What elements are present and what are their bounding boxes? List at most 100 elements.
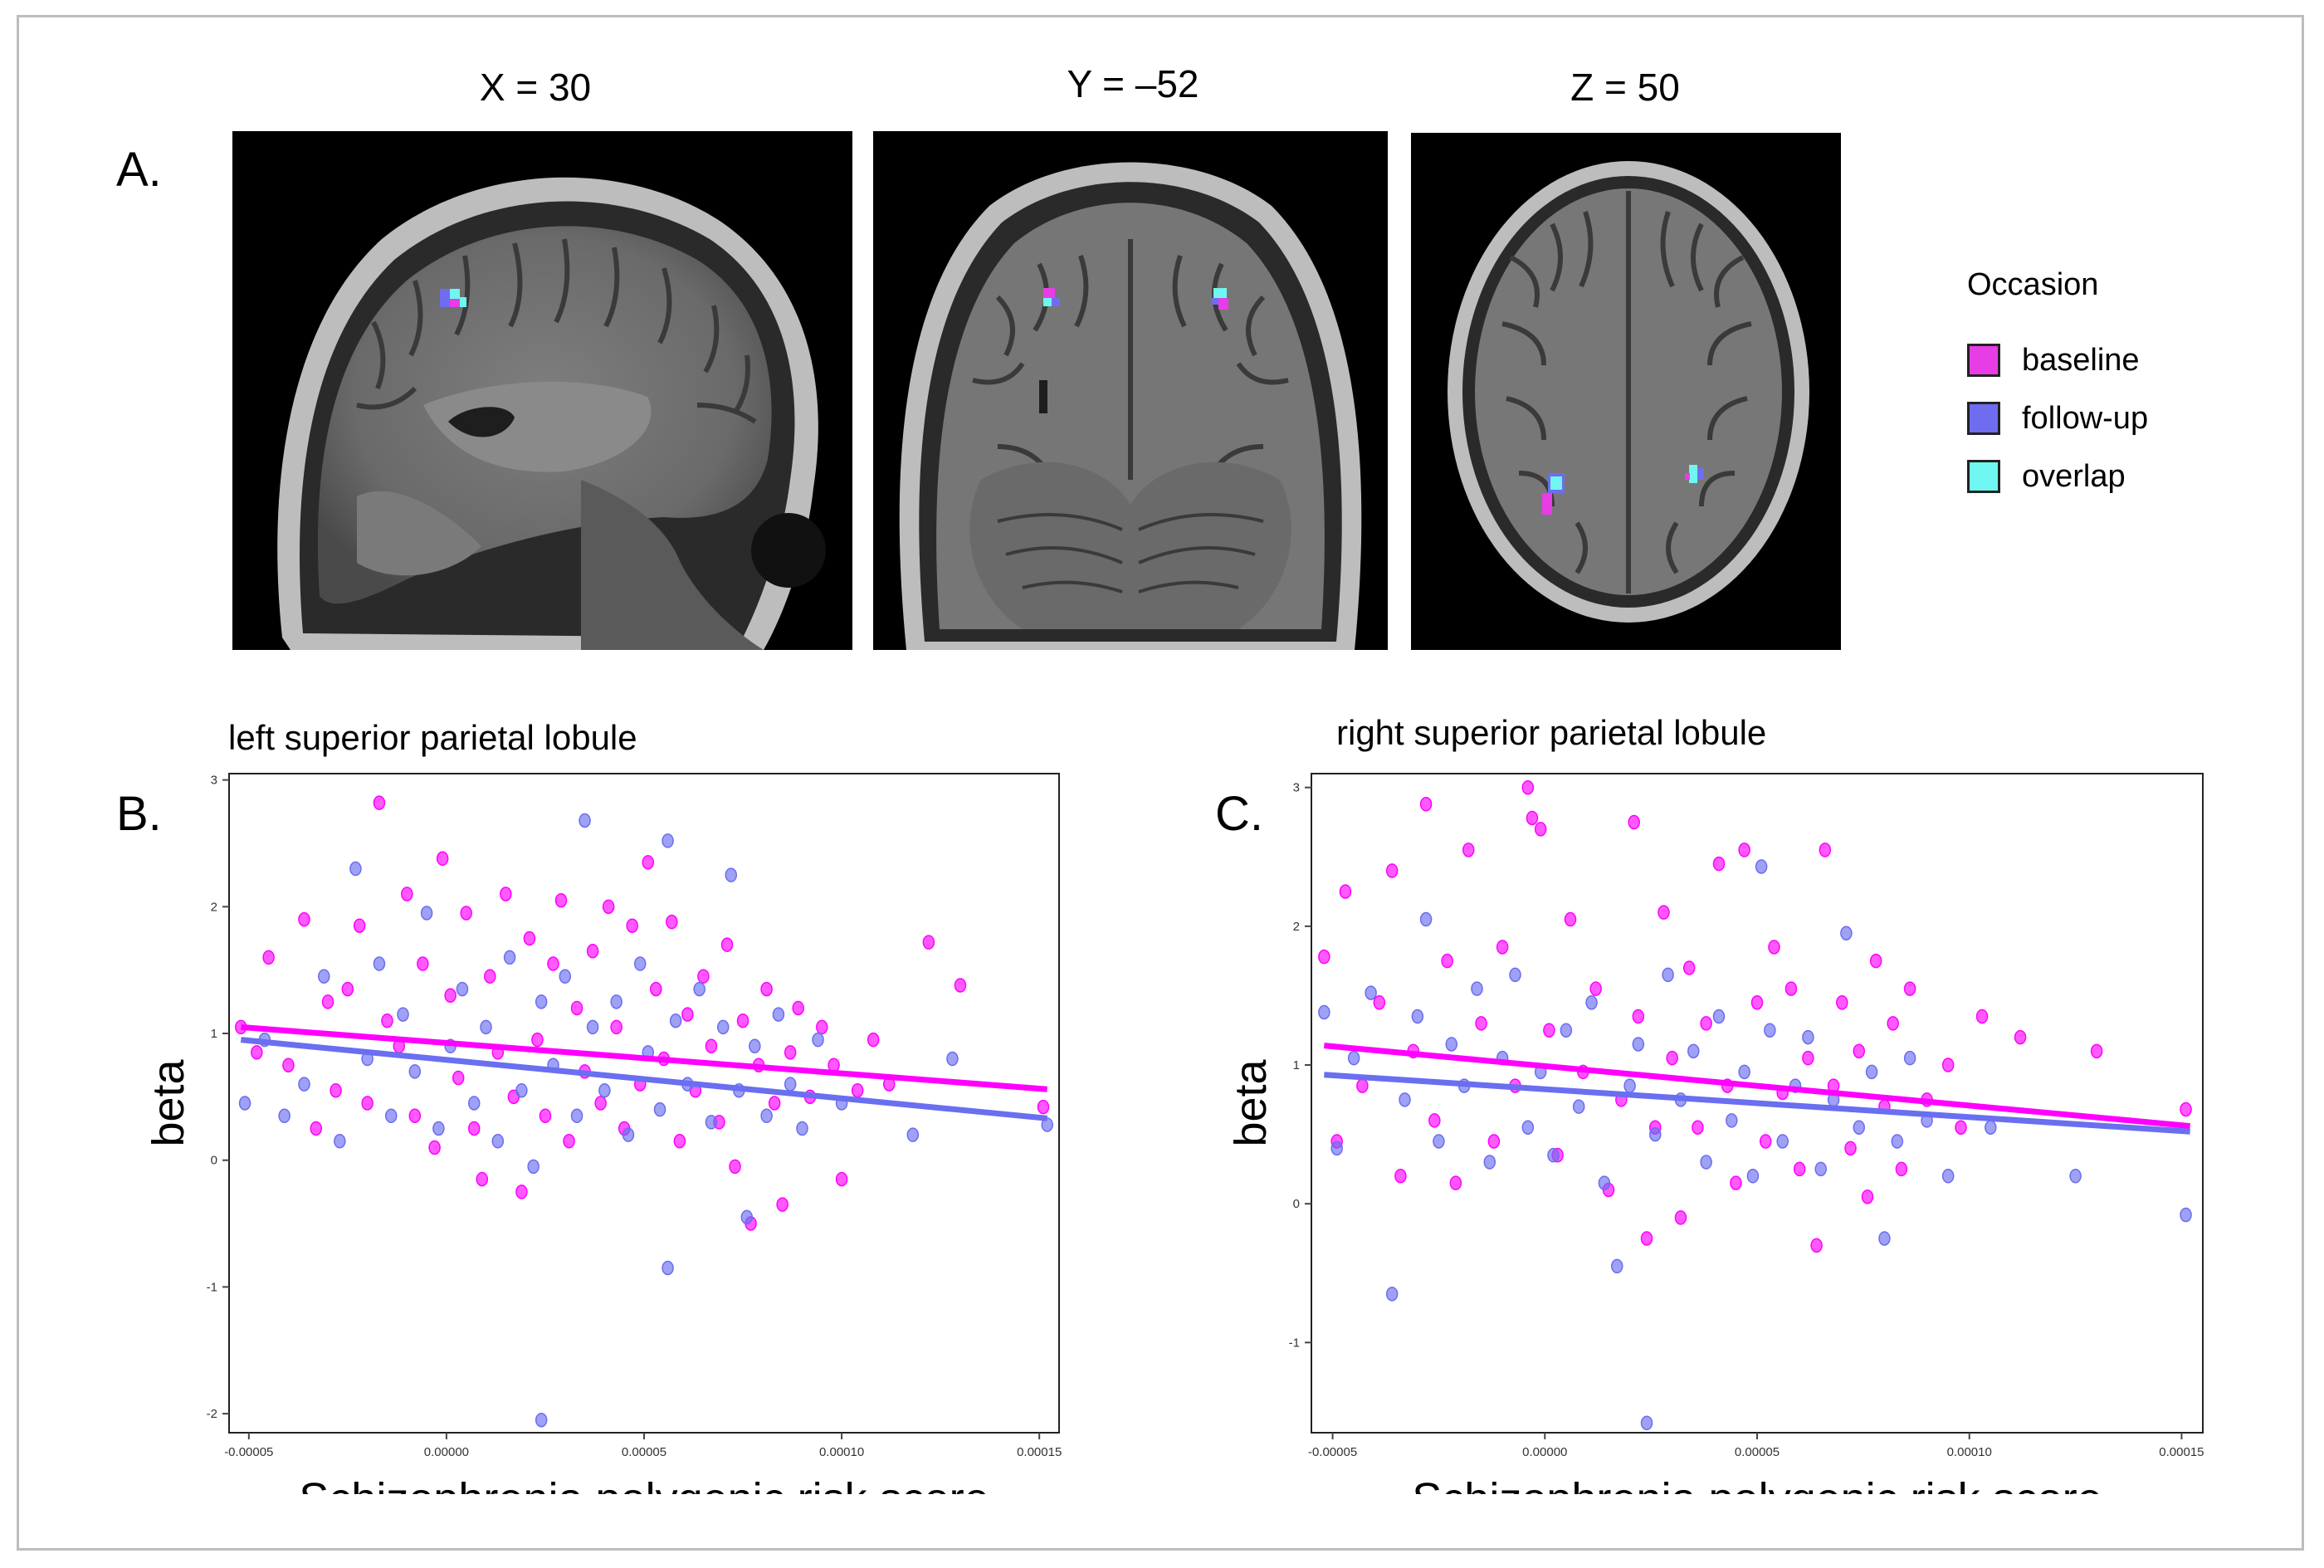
data-point bbox=[740, 1209, 754, 1225]
fit-line-baseline bbox=[1324, 1043, 2190, 1130]
data-point bbox=[1814, 1161, 1827, 1177]
data-point bbox=[539, 1108, 552, 1124]
data-point bbox=[1955, 1120, 1967, 1136]
y-axis-label: beta bbox=[1228, 1058, 1276, 1146]
data-point bbox=[622, 1127, 635, 1142]
data-point bbox=[586, 944, 599, 959]
data-point bbox=[1419, 797, 1433, 812]
data-point bbox=[2180, 1102, 2192, 1117]
data-point bbox=[1887, 1016, 1899, 1031]
data-point bbox=[1445, 1037, 1458, 1052]
scatter-chart-right: -1 0 1 2 3 -0.00005 0.00000 0.00005 0.00010 0.000… bbox=[1228, 773, 2204, 1494]
data-point bbox=[1632, 1009, 1645, 1024]
data-point bbox=[1869, 953, 1882, 969]
data-point bbox=[341, 981, 354, 997]
x-axis-label: Schizophrenia polygenic risk score bbox=[299, 1474, 989, 1494]
data-point bbox=[1483, 1155, 1496, 1170]
panel-c-label: C. bbox=[1215, 787, 1263, 841]
data-point bbox=[238, 1096, 251, 1111]
data-point bbox=[1330, 1141, 1343, 1156]
data-point bbox=[784, 1045, 797, 1060]
data-point bbox=[776, 1197, 788, 1212]
data-point bbox=[353, 918, 366, 933]
data-point bbox=[436, 851, 449, 867]
x-tick-label: -0.00005 bbox=[1308, 1445, 1357, 1459]
data-point bbox=[1712, 1009, 1726, 1024]
data-point bbox=[1318, 1004, 1330, 1020]
data-point bbox=[1975, 1009, 1989, 1024]
fit-line-follow-up bbox=[240, 1037, 1048, 1121]
data-point bbox=[1662, 967, 1674, 983]
data-point bbox=[1687, 1043, 1700, 1059]
coronal-coordinate-label: Y = –52 bbox=[1067, 62, 1199, 105]
data-point bbox=[384, 1108, 398, 1124]
data-point bbox=[1764, 1023, 1776, 1038]
data-point bbox=[1640, 1415, 1653, 1431]
data-point bbox=[298, 1077, 310, 1092]
y-tick-label: 3 bbox=[1293, 781, 1300, 795]
data-point bbox=[602, 899, 615, 915]
data-point bbox=[1037, 1099, 1050, 1115]
occasion-legend: Occasion baseline follow-up overlap bbox=[1967, 267, 2148, 506]
data-point bbox=[642, 855, 655, 870]
data-point bbox=[408, 1064, 422, 1079]
data-point bbox=[633, 956, 647, 971]
data-point bbox=[1941, 1058, 1955, 1072]
data-point bbox=[720, 937, 734, 952]
data-point bbox=[1793, 1161, 1806, 1177]
data-point bbox=[373, 956, 386, 971]
data-point bbox=[650, 981, 662, 997]
data-point bbox=[1475, 1016, 1487, 1031]
data-point bbox=[298, 911, 310, 927]
data-point bbox=[1784, 981, 1798, 996]
data-point bbox=[1853, 1043, 1865, 1059]
x-tick-label: 0.00010 bbox=[1947, 1445, 1992, 1459]
fit-line-baseline bbox=[241, 1023, 1047, 1092]
data-point bbox=[812, 1032, 824, 1048]
data-point bbox=[2069, 1169, 2082, 1184]
data-point bbox=[460, 906, 472, 921]
data-point bbox=[662, 1260, 674, 1276]
data-point bbox=[610, 994, 622, 1009]
data-point bbox=[1730, 1175, 1742, 1190]
data-point bbox=[1356, 1078, 1369, 1093]
data-point bbox=[527, 1159, 540, 1175]
data-point bbox=[1628, 814, 1640, 830]
data-point bbox=[1632, 1037, 1645, 1052]
data-point bbox=[1810, 1238, 1823, 1253]
data-point bbox=[467, 1096, 481, 1111]
data-point bbox=[1819, 843, 1832, 857]
data-point bbox=[1853, 1120, 1865, 1136]
data-point bbox=[610, 1019, 622, 1035]
legend-title: Occasion bbox=[1967, 267, 2099, 302]
data-point bbox=[480, 1019, 492, 1035]
data-point bbox=[491, 1134, 505, 1149]
y-tick-label: 3 bbox=[211, 774, 217, 788]
data-point bbox=[1543, 1023, 1555, 1038]
data-point bbox=[693, 981, 706, 997]
data-point bbox=[535, 994, 548, 1009]
x-tick-label: 0.00010 bbox=[819, 1445, 864, 1459]
legend-label-baseline: baseline bbox=[2022, 342, 2140, 378]
legend-swatch-baseline bbox=[1967, 344, 2000, 377]
data-point bbox=[1755, 859, 1768, 874]
data-point bbox=[1373, 995, 1386, 1010]
data-point bbox=[476, 1171, 489, 1187]
data-point bbox=[1509, 967, 1521, 983]
sagittal-coordinate-label: X = 30 bbox=[479, 66, 592, 109]
data-point bbox=[586, 1019, 599, 1035]
legend-swatch-follow-up bbox=[1967, 402, 2000, 435]
data-point bbox=[792, 1000, 804, 1016]
y-tick-label: 2 bbox=[1293, 920, 1300, 934]
data-point bbox=[1547, 1147, 1560, 1163]
data-point bbox=[1891, 1134, 1904, 1149]
data-point bbox=[262, 950, 275, 965]
data-point bbox=[1399, 1092, 1411, 1107]
data-point bbox=[515, 1185, 528, 1199]
data-point bbox=[1903, 981, 1916, 996]
data-point bbox=[467, 1121, 481, 1136]
data-point bbox=[705, 1115, 718, 1130]
data-point bbox=[1768, 940, 1780, 955]
data-point bbox=[310, 1121, 323, 1136]
data-point bbox=[1564, 911, 1577, 927]
